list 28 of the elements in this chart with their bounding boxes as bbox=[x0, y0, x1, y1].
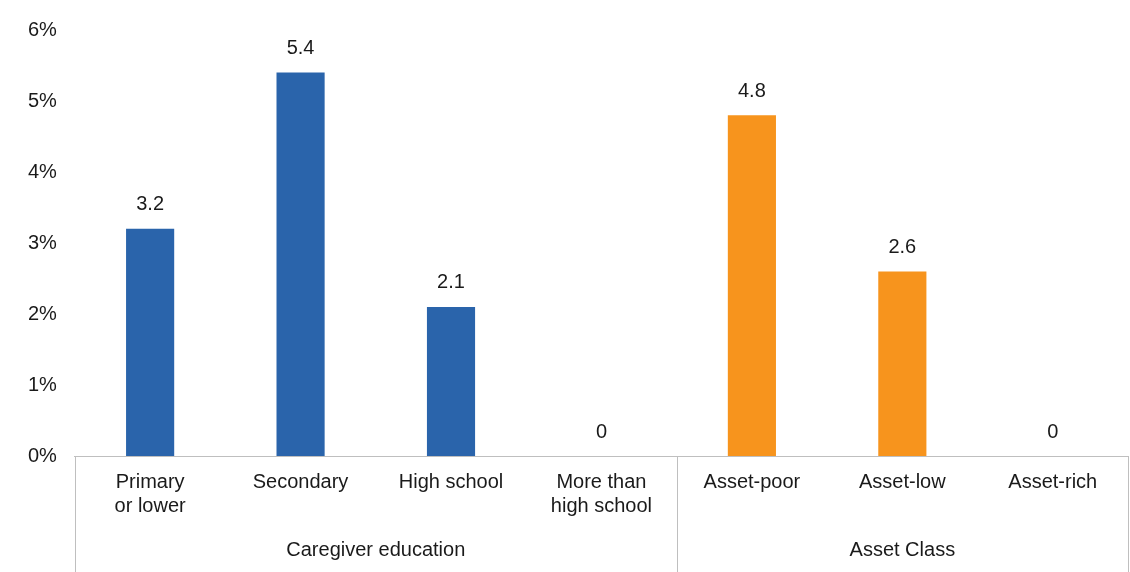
text: Caregiver education bbox=[286, 537, 466, 560]
data-label: 2.6 bbox=[888, 234, 917, 257]
bar bbox=[727, 115, 776, 456]
x-tick-label: Asset-rich bbox=[1008, 469, 1098, 492]
y-tick-label: 4% bbox=[28, 159, 58, 182]
data-label: 3.2 bbox=[136, 192, 165, 215]
bar bbox=[276, 72, 325, 456]
y-tick-label: 2% bbox=[28, 301, 58, 324]
y-tick-label: 5% bbox=[28, 88, 58, 111]
bar bbox=[126, 228, 175, 456]
data-label: 0 bbox=[1047, 419, 1059, 442]
x-tick-label: High school bbox=[398, 469, 504, 492]
y-tick-label: 0% bbox=[28, 443, 58, 466]
x-tick-label: Primary or lower bbox=[114, 469, 187, 516]
data-label: 5.4 bbox=[286, 36, 315, 59]
data-label: 4.8 bbox=[737, 78, 766, 101]
y-tick-label: 3% bbox=[28, 230, 58, 253]
bar bbox=[878, 271, 927, 456]
y-tick-label: 6% bbox=[28, 17, 58, 40]
x-tick-label: Secondary bbox=[252, 469, 349, 492]
bar bbox=[426, 306, 476, 456]
data-label: 0 bbox=[595, 419, 608, 442]
text: Asset Class bbox=[849, 537, 956, 560]
x-tick-label: Asset-low bbox=[858, 469, 947, 492]
data-label: 2.1 bbox=[437, 270, 465, 293]
y-tick-label: 1% bbox=[28, 372, 58, 395]
x-tick-label: More than high school bbox=[550, 469, 653, 516]
x-tick-label: Asset-poor bbox=[703, 469, 801, 492]
